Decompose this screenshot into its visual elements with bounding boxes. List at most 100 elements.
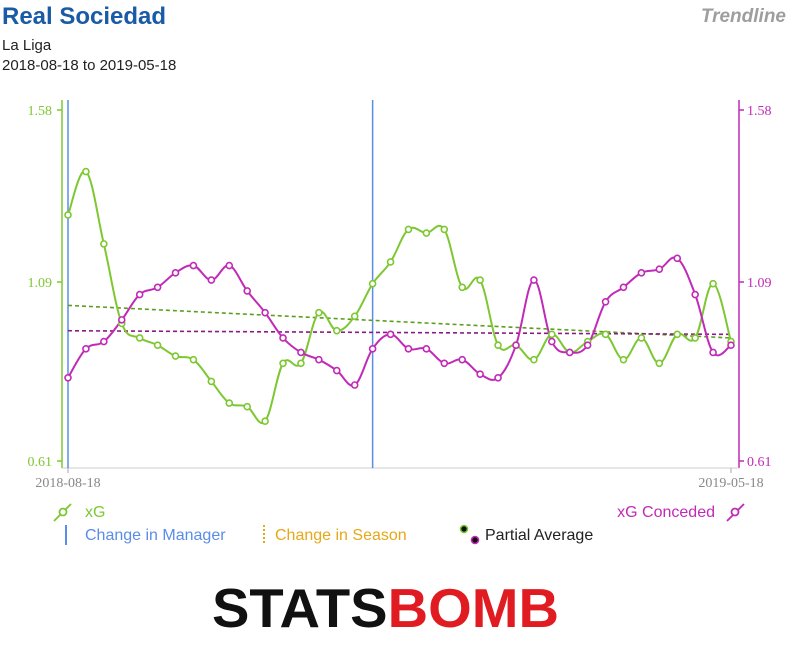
xga-point[interactable] [315, 355, 323, 364]
xga-point[interactable] [727, 341, 735, 350]
xg-series-points [64, 167, 735, 425]
season-change-legend-label: Change in Season [275, 527, 407, 544]
xg-point[interactable] [279, 359, 287, 368]
xg-point[interactable] [404, 225, 413, 234]
xg-point[interactable] [332, 326, 341, 335]
xga-point[interactable] [673, 254, 682, 263]
xga-point[interactable] [350, 381, 359, 389]
xga-point[interactable] [494, 373, 502, 382]
xga-point[interactable] [548, 337, 556, 346]
xg-series-line [67, 170, 732, 424]
xga-point[interactable] [458, 355, 467, 364]
xga-point[interactable] [225, 261, 234, 270]
xg-point[interactable] [691, 334, 699, 342]
right-y-tick-label-top: 1.58 [747, 104, 772, 119]
xg-point[interactable] [64, 211, 72, 219]
partial-average-legend-dot-xg [459, 524, 469, 534]
xga-trend-line [67, 329, 732, 336]
xga-point[interactable] [619, 283, 628, 292]
logo-text-bomb: BOMB [387, 577, 559, 639]
manager-change-legend-label: Change in Manager [85, 527, 226, 544]
xga-point[interactable] [82, 345, 90, 353]
xg-point[interactable] [548, 330, 556, 339]
xga-point[interactable] [691, 290, 699, 299]
xg-trend-line [67, 304, 732, 339]
xga-point[interactable] [601, 297, 610, 306]
left-y-tick-label-top: 1.58 [28, 104, 53, 119]
xga-point[interactable] [279, 334, 287, 342]
xg-point[interactable] [315, 308, 323, 317]
xga-point[interactable] [709, 348, 717, 357]
right-y-tick-label-mid: 1.09 [747, 276, 772, 291]
xg-point[interactable] [153, 341, 162, 350]
xg-point[interactable] [601, 330, 610, 339]
xg-point[interactable] [494, 341, 502, 350]
xg-point[interactable] [368, 279, 377, 288]
xga-point[interactable] [117, 316, 126, 324]
xg-point[interactable] [619, 355, 628, 364]
xga-point[interactable] [332, 366, 341, 375]
xg-point[interactable] [350, 312, 359, 321]
xg-point[interactable] [100, 240, 108, 248]
xg-point[interactable] [440, 225, 449, 234]
xga-series-points [64, 254, 735, 389]
competition-label: La Liga [2, 37, 52, 54]
xga-point[interactable] [153, 283, 162, 292]
right-y-tick-label-bottom: 0.61 [747, 455, 772, 470]
xga-point[interactable] [655, 265, 664, 274]
statsbomb-logo: STATSBOMB [212, 578, 559, 638]
xga-point[interactable] [476, 370, 484, 378]
xga-point[interactable] [583, 341, 592, 350]
legend-season-change[interactable]: Change in Season [263, 525, 407, 545]
xg-point[interactable] [637, 334, 646, 342]
xga-point[interactable] [100, 337, 108, 346]
xga-point[interactable] [512, 341, 520, 350]
xg-point[interactable] [458, 283, 467, 292]
xg-point[interactable] [225, 399, 234, 407]
xg-point[interactable] [655, 359, 664, 368]
xg-point[interactable] [243, 402, 251, 411]
xg-point[interactable] [530, 355, 538, 364]
legend-xga[interactable]: xG Conceded [617, 503, 745, 522]
xga-point[interactable] [297, 348, 305, 357]
xga-point[interactable] [637, 269, 646, 277]
xg-point[interactable] [135, 334, 144, 342]
xga-point[interactable] [189, 261, 198, 270]
logo-text-stats: STATS [212, 577, 388, 639]
xg-point[interactable] [476, 276, 484, 284]
xga-point[interactable] [530, 276, 538, 284]
xg-point[interactable] [422, 229, 431, 237]
x-tick-label-end: 2019-05-18 [698, 476, 763, 491]
partial-average-legend-dot-xga [470, 535, 480, 545]
xga-point[interactable] [171, 269, 180, 277]
xg-point[interactable] [207, 377, 216, 386]
xg-legend-label: xG [85, 504, 105, 521]
xga-point[interactable] [64, 373, 72, 382]
team-title: Real Sociedad [2, 3, 167, 30]
xg-point[interactable] [82, 167, 90, 176]
xg-point[interactable] [189, 355, 198, 364]
left-y-tick-label-mid: 1.09 [28, 276, 53, 291]
date-range-label: 2018-08-18 to 2019-05-18 [2, 57, 177, 74]
xg-point[interactable] [171, 352, 180, 360]
xga-point[interactable] [386, 330, 395, 339]
xga-point[interactable] [404, 345, 413, 353]
xg-point[interactable] [297, 359, 305, 368]
xg-point[interactable] [673, 330, 682, 339]
xga-point[interactable] [135, 290, 144, 299]
xga-point[interactable] [565, 348, 574, 357]
xg-point[interactable] [709, 279, 717, 288]
legend-partial-average[interactable]: Partial Average [459, 524, 594, 545]
xga-point[interactable] [422, 345, 431, 353]
view-mode-label[interactable]: Trendline [700, 6, 786, 27]
xga-legend-marker [730, 507, 740, 517]
xg-point[interactable] [261, 417, 269, 425]
xga-point[interactable] [243, 287, 251, 295]
legend-xg[interactable]: xG [53, 503, 105, 522]
xga-point[interactable] [207, 276, 216, 284]
xg-point[interactable] [386, 258, 395, 266]
legend-manager-change[interactable]: Change in Manager [65, 525, 226, 545]
xga-point[interactable] [440, 359, 449, 368]
xga-point[interactable] [261, 308, 269, 317]
xga-point[interactable] [368, 345, 377, 353]
